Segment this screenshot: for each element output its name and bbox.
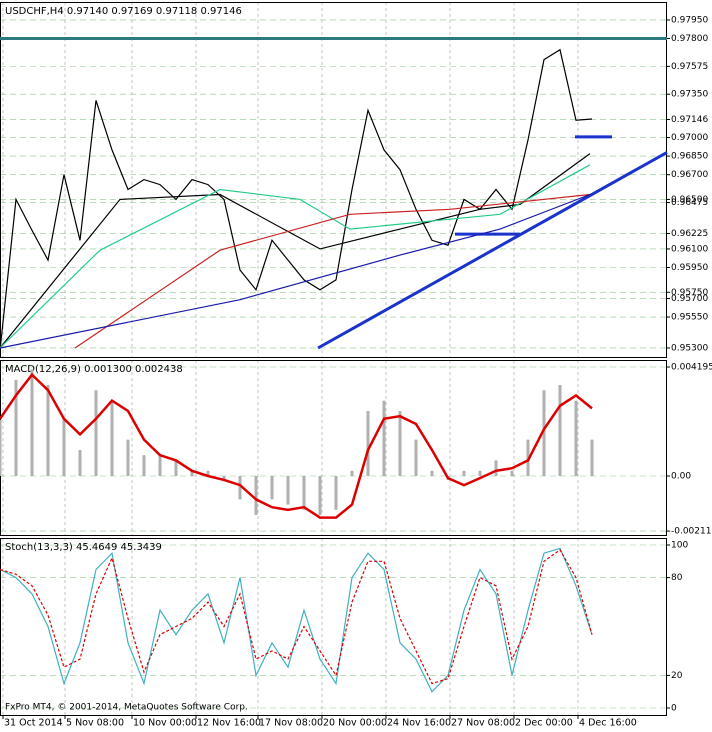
panel-title: MACD(12,26,9) 0.001300 0.002438 bbox=[5, 364, 183, 375]
series-line bbox=[0, 164, 591, 349]
x-tick-label: 2 Dec 00:00 bbox=[515, 718, 573, 729]
histogram-bar bbox=[558, 385, 562, 476]
x-tick-label: 31 Oct 2014 bbox=[4, 718, 63, 729]
x-tick-label: 27 Nov 08:00 bbox=[451, 718, 515, 729]
histogram-bar bbox=[350, 470, 354, 476]
x-tick-label: 24 Nov 16:00 bbox=[387, 718, 451, 729]
copyright: FxPro MT4, © 2001-2014, MetaQuotes Softw… bbox=[5, 703, 248, 713]
y-tick-label: 0.97350 bbox=[671, 90, 708, 100]
y-tick-label: 0.96100 bbox=[671, 244, 708, 254]
histogram-bar bbox=[542, 390, 546, 476]
series-line bbox=[0, 549, 593, 685]
y-tick-label: 0.96225 bbox=[671, 229, 708, 239]
series-line bbox=[0, 372, 593, 519]
histogram-bar bbox=[0, 419, 2, 476]
series-line bbox=[0, 153, 591, 349]
histogram-bar bbox=[222, 475, 226, 480]
histogram-bar bbox=[510, 470, 514, 476]
y-tick-label: 0.96850 bbox=[671, 152, 708, 162]
histogram-bar bbox=[398, 411, 402, 476]
x-tick-label: 20 Nov 00:00 bbox=[323, 718, 387, 729]
histogram-bar bbox=[414, 439, 418, 476]
y-tick-label: 0.97950 bbox=[671, 15, 708, 25]
y-tick-label: 0.97800 bbox=[671, 34, 708, 44]
y-tick-label: 0.96500 bbox=[671, 195, 708, 205]
histogram-bar bbox=[174, 460, 178, 476]
histogram-bar bbox=[238, 475, 242, 500]
histogram-bar bbox=[142, 455, 146, 476]
x-tick-label: 17 Nov 08:00 bbox=[259, 718, 323, 729]
histogram-bar bbox=[270, 475, 274, 500]
y-tick-label: 0 bbox=[671, 703, 677, 713]
histogram-bar bbox=[334, 475, 338, 510]
y-tick-label: 0.95550 bbox=[671, 313, 708, 323]
y-tick-label: -0.002119 bbox=[671, 527, 712, 537]
histogram-bar bbox=[158, 455, 162, 476]
panel-title: Stoch(13,3,3) 45.4649 45.3439 bbox=[5, 542, 162, 553]
y-tick-label: 0.96700 bbox=[671, 170, 708, 180]
x-tick-label: 5 Nov 08:00 bbox=[66, 718, 124, 729]
panel-border bbox=[0, 538, 667, 716]
trend-line bbox=[317, 151, 668, 350]
series-line bbox=[0, 48, 593, 351]
histogram-bar bbox=[366, 411, 370, 476]
histogram-bar bbox=[254, 475, 258, 515]
histogram-bar bbox=[190, 470, 194, 476]
histogram-bar bbox=[318, 475, 322, 515]
histogram-bar bbox=[206, 470, 210, 476]
histogram-bar bbox=[126, 439, 130, 476]
y-tick-label: 0.95950 bbox=[671, 263, 708, 273]
histogram-bar bbox=[110, 400, 114, 476]
y-tick-label: 0.00 bbox=[671, 471, 691, 481]
panel-border bbox=[0, 2, 667, 358]
x-tick-label: 10 Nov 00:00 bbox=[133, 718, 197, 729]
histogram-bar bbox=[430, 470, 434, 476]
histogram-bar bbox=[286, 475, 290, 505]
x-tick-label: 12 Nov 16:00 bbox=[197, 718, 261, 729]
panel-title: USDCHF,H4 0.97140 0.97169 0.97118 0.9714… bbox=[5, 6, 242, 17]
histogram-bar bbox=[382, 400, 386, 476]
y-tick-label: 0.97000 bbox=[671, 133, 708, 143]
x-tick-label: 4 Dec 16:00 bbox=[579, 718, 637, 729]
histogram-bar bbox=[478, 470, 482, 476]
y-tick-label: 20 bbox=[671, 671, 683, 681]
y-tick-label: 0.96475 bbox=[671, 198, 708, 208]
y-tick-label: 0.95750 bbox=[671, 288, 708, 298]
histogram-bar bbox=[590, 439, 594, 476]
histogram-bar bbox=[78, 450, 82, 476]
histogram-bar bbox=[62, 418, 66, 476]
histogram-bar bbox=[494, 460, 498, 476]
series-line bbox=[74, 193, 591, 349]
histogram-bar bbox=[462, 470, 466, 476]
y-tick-label: 0.97146 bbox=[671, 115, 708, 125]
histogram-bar bbox=[46, 385, 50, 476]
histogram-bar bbox=[302, 475, 306, 510]
y-tick-label: 0.004195 bbox=[671, 362, 712, 372]
series-line bbox=[0, 547, 593, 693]
histogram-bar bbox=[574, 400, 578, 476]
histogram-bar bbox=[30, 369, 34, 476]
y-tick-label: 0.95300 bbox=[671, 343, 708, 353]
y-tick-label: 80 bbox=[671, 573, 683, 583]
histogram-bar bbox=[94, 390, 98, 476]
series-line bbox=[0, 193, 591, 349]
y-tick-label: 0.95700 bbox=[671, 294, 708, 304]
y-tick-label: 0.97575 bbox=[671, 62, 708, 72]
y-tick-label: 100 bbox=[671, 541, 688, 551]
histogram-bar bbox=[14, 379, 18, 476]
